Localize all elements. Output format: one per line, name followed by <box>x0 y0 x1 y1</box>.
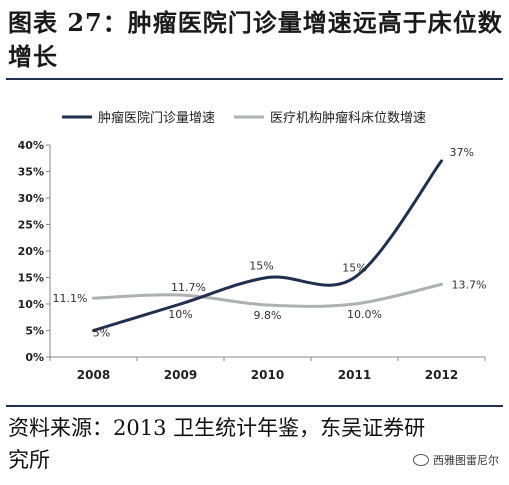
y-tick-label: 15% <box>18 272 44 285</box>
y-tick-label: 25% <box>18 219 44 232</box>
y-tick-label: 0% <box>25 351 44 364</box>
data-label: 15% <box>342 262 366 275</box>
y-tick-label: 30% <box>18 192 44 205</box>
chart-series <box>92 159 443 332</box>
data-label: 15% <box>249 260 273 273</box>
x-tick-label: 2011 <box>338 368 371 382</box>
x-tick-label: 2009 <box>164 368 197 382</box>
chart-legend: 肿瘤医院门诊量增速 医疗机构肿瘤科床位数增速 <box>62 110 426 126</box>
data-label: 11.1% <box>53 292 88 305</box>
x-tick-label: 2010 <box>251 368 284 382</box>
data-label: 13.7% <box>452 278 487 291</box>
bottom-divider <box>6 405 503 407</box>
watermark-text: 西雅图雷尼尔 <box>433 454 499 467</box>
y-tick-label: 10% <box>18 298 44 311</box>
y-tick-label: 5% <box>25 325 44 338</box>
legend-label-2: 医疗机构肿瘤科床位数增速 <box>270 110 426 126</box>
data-label: 11.7% <box>171 281 206 294</box>
legend-label-1: 肿瘤医院门诊量增速 <box>98 110 215 126</box>
chart-axes: 0% 5% 10% 15% 20% 25% 30% 35% 40% 2008 2009 2010 201… <box>18 139 486 382</box>
data-label: 10% <box>168 308 192 321</box>
data-label: 9.8% <box>254 309 282 322</box>
chart-data-labels: 5% 10% 15% 15% 37% 11.1% 11.7% 9.8% 10.0% 13.7% <box>53 146 487 340</box>
y-tick-label: 20% <box>18 245 44 258</box>
data-label: 10.0% <box>347 308 382 321</box>
source-note: 资料来源：2013 卫生统计年鉴，东吴证券研究所 <box>8 416 426 472</box>
y-tick-label: 40% <box>18 139 44 152</box>
line-chart: 肿瘤医院门诊量增速 医疗机构肿瘤科床位数增速 0% 5% 10% 15% 20% 25% 30… <box>0 80 509 405</box>
top-divider <box>6 78 503 80</box>
wechat-icon <box>413 454 429 466</box>
figure-title: 图表 27：肿瘤医院门诊量增速远高于床位数增长 <box>8 8 503 71</box>
data-label: 5% <box>93 327 110 340</box>
data-label: 37% <box>450 146 474 159</box>
chart-background <box>0 80 509 405</box>
x-tick-label: 2012 <box>425 368 458 382</box>
series-line-1 <box>92 159 443 332</box>
x-tick-label: 2008 <box>77 368 110 382</box>
y-tick-label: 35% <box>18 166 44 179</box>
watermark: 西雅图雷尼尔 <box>413 452 499 468</box>
